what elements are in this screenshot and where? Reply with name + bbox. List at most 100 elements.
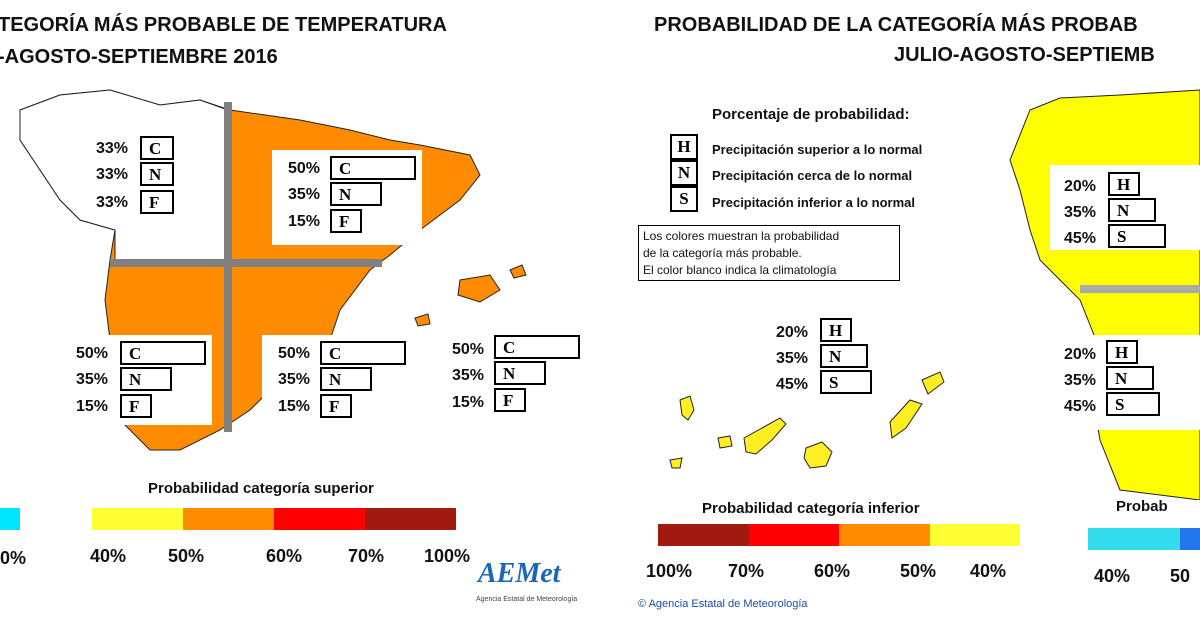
right-legend-title: Probabilidad categoría inferior	[702, 500, 920, 517]
right-sw-bar-0: H	[1106, 340, 1138, 364]
right-nw-bar-0: H	[1108, 172, 1140, 196]
far-right-legend-bar	[1088, 528, 1200, 550]
se-bar-2: F	[320, 394, 352, 418]
canary-val-0: 20%	[775, 324, 808, 341]
se-bar-1: N	[320, 367, 372, 391]
left-title-line2: -AGOSTO-SEPTIEMBRE 2016	[0, 46, 278, 68]
island-lanzarote	[921, 371, 945, 395]
legend-text-s: Precipitación inferior a lo normal	[712, 195, 915, 210]
copyright-icon: ©	[638, 598, 647, 610]
sw-bar-1: N	[120, 367, 172, 391]
left-edge-swatch	[0, 508, 20, 530]
ne-val-1: 35%	[287, 186, 320, 203]
se-val-0: 50%	[277, 345, 310, 362]
ne-bar-0: C	[330, 156, 416, 180]
bal-val-1: 35%	[451, 367, 484, 384]
color-note-box: Los colores muestran la probabilidad de …	[638, 225, 900, 281]
aemet-logo-sub: Agencia Estatal de Meteorología	[476, 596, 578, 603]
ne-val-0: 50%	[287, 160, 320, 177]
sw-val-0: 50%	[75, 345, 108, 362]
se-val-2: 15%	[277, 398, 310, 415]
prob-legend-title: Porcentaje de probabilidad:	[712, 106, 910, 123]
right-nw-bar-2: S	[1108, 224, 1166, 248]
legend-text-h: Precipitación superior a lo normal	[712, 142, 923, 157]
aemet-logo: AEMet	[478, 558, 561, 589]
bal-val-2: 15%	[451, 394, 484, 411]
bal-bar-0: C	[494, 335, 580, 359]
note-line-2: El color blanco indica la climatología	[643, 263, 837, 277]
left-edge-label: 40%	[0, 548, 27, 568]
se-bar-0: C	[320, 341, 406, 365]
sw-bar-2: F	[120, 394, 152, 418]
note-line-0: Los colores muestran la probabilidad	[643, 229, 840, 243]
right-legend-swatch-3	[929, 524, 1020, 546]
bal-val-0: 50%	[451, 341, 484, 358]
far-right-label-1: 50	[1170, 566, 1191, 586]
island-la-palma	[679, 395, 695, 421]
sw-bar-0: C	[120, 341, 206, 365]
right-sw-bar-2: S	[1106, 392, 1160, 416]
right-legend-label-1: 70%	[728, 561, 765, 581]
right-legend-label-3: 50%	[900, 561, 937, 581]
right-legend-swatch-2	[839, 524, 930, 546]
far-right-swatch-1	[1180, 528, 1200, 550]
right-horizontal-divider	[1080, 285, 1200, 293]
left-legend-label-3: 70%	[348, 546, 385, 566]
left-legend-label-4: 100%	[424, 546, 471, 566]
ne-bar-2: F	[330, 209, 362, 233]
nw-bar-0: C	[140, 136, 174, 160]
right-sw-val-1: 35%	[1063, 372, 1096, 389]
canary-bar-1: N	[820, 344, 868, 368]
left-title-line1: TEGORÍA MÁS PROBABLE DE TEMPERATURA	[0, 14, 447, 36]
island-fuerteventura	[889, 399, 923, 439]
nw-val-1: 33%	[95, 166, 128, 183]
right-nw-val-1: 35%	[1063, 204, 1096, 221]
left-legend-swatch-0	[92, 508, 183, 530]
right-sw-val-0: 20%	[1063, 346, 1096, 363]
far-right-swatch-0	[1088, 528, 1180, 550]
right-legend-label-4: 40%	[970, 561, 1007, 581]
nw-val-2: 33%	[95, 194, 128, 211]
right-legend-swatch-0	[658, 524, 749, 546]
canary-map	[669, 371, 945, 469]
right-sw-val-2: 45%	[1063, 398, 1096, 415]
right-nw-val-0: 20%	[1063, 178, 1096, 195]
legend-letter-n: N	[670, 160, 698, 186]
mallorca-shape	[457, 274, 501, 303]
left-legend-title: Probabilidad categoría superior	[148, 480, 374, 497]
legend-letter-h: H	[670, 134, 698, 160]
left-legend-swatch-2	[274, 508, 365, 530]
right-legend-label-2: 60%	[814, 561, 851, 581]
far-right-legend-title: Probab	[1116, 498, 1168, 515]
island-el-hierro	[669, 457, 683, 469]
right-sw-bar-1: N	[1106, 366, 1154, 390]
canary-val-2: 45%	[775, 376, 808, 393]
left-legend-swatch-1	[183, 508, 274, 530]
island-tenerife	[743, 417, 787, 455]
sw-val-2: 15%	[75, 398, 108, 415]
note-line-1: de la categoría más probable.	[643, 246, 802, 260]
left-legend-label-2: 60%	[266, 546, 303, 566]
sw-val-1: 35%	[75, 371, 108, 388]
canary-val-1: 35%	[775, 350, 808, 367]
right-nw-bar-1: N	[1108, 198, 1156, 222]
bal-bar-2: F	[494, 388, 526, 412]
right-nw-val-2: 45%	[1063, 230, 1096, 247]
far-right-label-0: 40%	[1094, 566, 1131, 586]
legend-text-n: Precipitación cerca de lo normal	[712, 168, 913, 183]
bal-bar-1: N	[494, 361, 546, 385]
ne-bar-1: N	[330, 182, 382, 206]
right-map-fragment	[1009, 89, 1200, 500]
right-title-line2: JULIO-AGOSTO-SEPTIEMB	[894, 44, 1155, 66]
nw-bar-2: F	[140, 190, 174, 214]
left-legend-label-0: 40%	[90, 546, 127, 566]
island-gran-canaria	[803, 441, 833, 469]
nw-val-0: 33%	[95, 140, 128, 157]
horizontal-divider	[110, 259, 382, 267]
ne-val-2: 15%	[287, 213, 320, 230]
right-title-line1: PROBABILIDAD DE LA CATEGORÍA MÁS PROBAB	[654, 14, 1138, 36]
nw-bar-1: N	[140, 162, 174, 186]
aemet-credit: © Agencia Estatal de Meteorología	[638, 598, 808, 610]
right-legend-label-0: 100%	[646, 561, 693, 581]
right-legend-bar	[658, 524, 1020, 546]
